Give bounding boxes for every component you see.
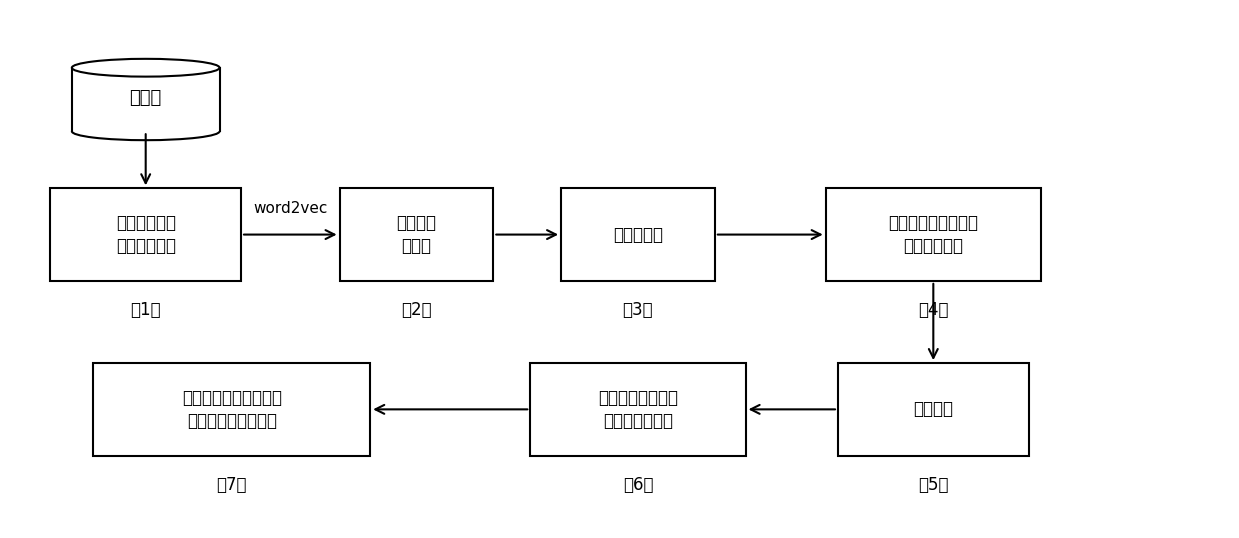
- Bar: [93, 363, 370, 456]
- Bar: [530, 363, 746, 456]
- Ellipse shape: [72, 59, 219, 76]
- Ellipse shape: [72, 59, 219, 76]
- Text: 文本库: 文本库: [130, 89, 162, 107]
- Bar: [339, 188, 493, 281]
- Text: 将词表征
为向量: 将词表征 为向量: [396, 214, 436, 256]
- Text: 构建面向自然语言的
深度学习模型: 构建面向自然语言的 深度学习模型: [888, 214, 979, 256]
- Text: （2）: （2）: [401, 301, 431, 319]
- Text: （7）: （7）: [217, 476, 247, 494]
- Text: 词向量融合: 词向量融合: [613, 225, 663, 244]
- Bar: [838, 363, 1028, 456]
- Text: （6）: （6）: [623, 476, 653, 494]
- Text: 模型优化: 模型优化: [913, 400, 953, 419]
- Bar: [51, 188, 242, 281]
- Text: 表征学习下的三维
张量知识图构建: 表征学习下的三维 张量知识图构建: [598, 388, 678, 430]
- Text: （1）: （1）: [130, 301, 161, 319]
- Text: word2vec: word2vec: [253, 201, 327, 216]
- Text: （5）: （5）: [918, 476, 949, 494]
- Text: （3）: （3）: [623, 301, 653, 319]
- Text: 将输入文本划
分为词或短语: 将输入文本划 分为词或短语: [115, 214, 176, 256]
- Bar: [561, 188, 715, 281]
- Bar: [825, 188, 1041, 281]
- Text: 表征学习下的自然语言
知识图深度学习推理: 表征学习下的自然语言 知识图深度学习推理: [182, 388, 281, 430]
- Bar: [72, 68, 219, 131]
- Text: （4）: （4）: [918, 301, 949, 319]
